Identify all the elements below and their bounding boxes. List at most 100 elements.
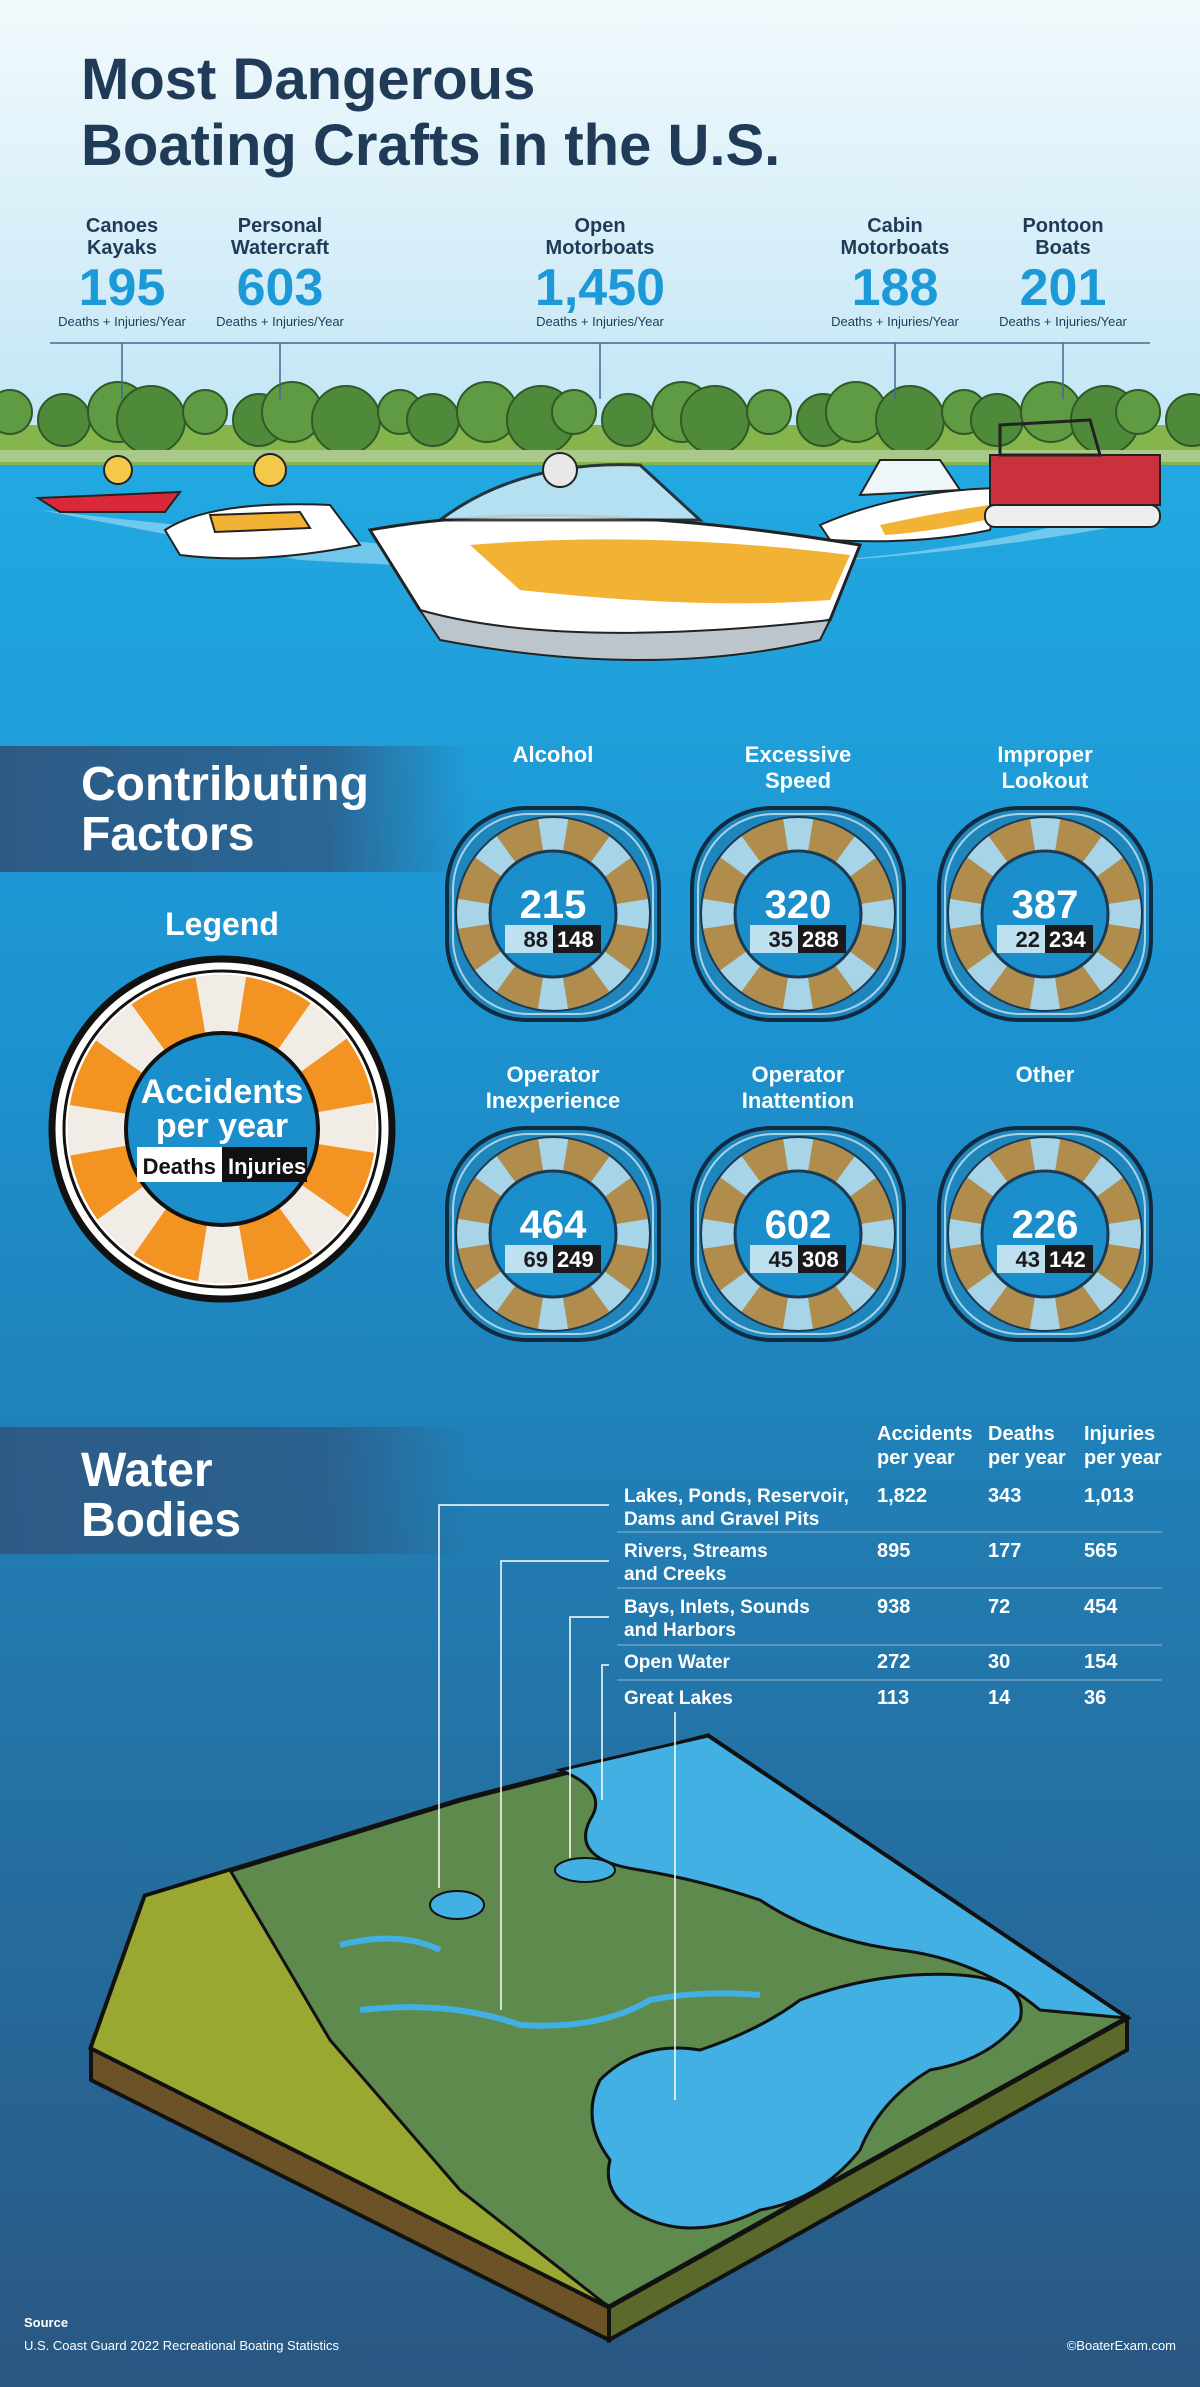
section-title: Bodies: [81, 1494, 241, 1547]
tree: [680, 385, 750, 455]
legend-deaths: Deaths: [143, 1154, 216, 1179]
tree: [601, 393, 655, 447]
factor-injuries: 234: [1049, 927, 1086, 952]
map-lowland-edge: [89, 1868, 610, 2309]
credit: ©BoaterExam.com: [1067, 2338, 1176, 2353]
factor-injuries: 148: [557, 927, 594, 952]
injuries-band: [1045, 1245, 1093, 1273]
tree: [746, 389, 792, 435]
row-name: Bays, Inlets, Sounds: [624, 1597, 810, 1618]
row-value: 36: [1084, 1687, 1106, 1709]
legend-title: Legend: [165, 906, 279, 942]
buoy-ring-outline: [700, 1136, 896, 1332]
factor-name: Operator: [752, 1062, 845, 1087]
buoy-ring-bands: [456, 1137, 650, 1331]
row-value: 154: [1084, 1651, 1118, 1673]
factor-accidents: 226: [1012, 1203, 1079, 1247]
row-value: 454: [1084, 1596, 1118, 1618]
legend-injuries: Injuries: [228, 1154, 306, 1179]
buoy-ring-bands: [948, 817, 1142, 1011]
legend-ring-bands: [68, 975, 376, 1283]
row-value: 30: [988, 1651, 1010, 1673]
craft-name: Motorboats: [841, 237, 950, 259]
row-name: and Creeks: [624, 1564, 726, 1585]
row-value: 272: [877, 1651, 910, 1673]
column-header: per year: [877, 1447, 955, 1469]
section-title: Contributing: [81, 758, 369, 811]
tree: [875, 385, 945, 455]
lake: [429, 1890, 485, 1920]
legend-deaths-band: [137, 1147, 222, 1182]
craft-name: Cabin: [867, 215, 923, 237]
buoy-ring-bands: [701, 817, 895, 1011]
legend-rope-inner: [62, 969, 382, 1289]
buoy-rope-light: [944, 1133, 1146, 1335]
buoy-ring-outline: [947, 816, 1143, 1012]
banner: [0, 1427, 470, 1554]
craft-name: Pontoon: [1022, 215, 1103, 237]
factor-deaths: 88: [524, 927, 548, 952]
legend-injuries-band: [222, 1147, 307, 1182]
rider: [253, 453, 287, 487]
source-label: Source: [24, 2315, 68, 2330]
row-name: Open Water: [624, 1652, 731, 1673]
craft-name: Canoes: [86, 215, 158, 237]
factor-accidents: 215: [520, 883, 587, 927]
injuries-band: [553, 925, 601, 953]
section-title: Water: [81, 1444, 213, 1497]
bay: [554, 1857, 616, 1883]
factor-name: Speed: [765, 768, 831, 793]
row-value: 343: [988, 1485, 1021, 1507]
tree: [182, 389, 228, 435]
buoy-rope-light: [697, 813, 899, 1015]
deaths-band: [750, 925, 798, 953]
row-name: Dams and Gravel Pits: [624, 1509, 819, 1530]
craft-caption: Deaths + Injuries/Year: [216, 314, 344, 329]
column-header: per year: [988, 1447, 1066, 1469]
craft-name: Personal: [238, 215, 322, 237]
factor-name: Improper: [997, 742, 1093, 767]
craft-name: Open: [574, 215, 625, 237]
deaths-band: [505, 1245, 553, 1273]
leader-line: [601, 1664, 609, 1800]
row-name: Rivers, Streams: [624, 1541, 768, 1562]
row-name: Great Lakes: [624, 1688, 733, 1709]
craft-name: Kayaks: [87, 237, 157, 259]
banner: [0, 746, 470, 872]
title: Boating Crafts in the U.S.: [81, 113, 780, 178]
buoy-rope-light: [452, 1133, 654, 1335]
pontoon-canopy: [998, 418, 1102, 457]
legend-center-text: per year: [156, 1107, 288, 1145]
kayaker: [103, 455, 133, 485]
buoy-rope-light: [697, 1133, 899, 1335]
factor-injuries: 142: [1049, 1247, 1086, 1272]
craft-name: Boats: [1035, 237, 1091, 259]
craft-caption: Deaths + Injuries/Year: [999, 314, 1127, 329]
row-value: 1,013: [1084, 1485, 1134, 1507]
buoy-ring-bands: [948, 1137, 1142, 1331]
row-value: 113: [877, 1687, 909, 1709]
tree: [311, 385, 381, 455]
source-text: U.S. Coast Guard 2022 Recreational Boati…: [24, 2338, 340, 2353]
column-header: per year: [1084, 1447, 1162, 1469]
row-name: Lakes, Ponds, Reservoir,: [624, 1486, 849, 1507]
factor-injuries: 308: [802, 1247, 839, 1272]
craft-value: 1,450: [535, 259, 665, 317]
deaths-band: [750, 1245, 798, 1273]
factor-deaths: 69: [524, 1247, 548, 1272]
column-header: Accidents: [877, 1423, 973, 1445]
leader-line: [438, 1504, 609, 1888]
column-header: Injuries: [1084, 1423, 1155, 1445]
craft-value: 603: [237, 259, 324, 317]
buoy-ring-outline: [455, 1136, 651, 1332]
tree: [551, 389, 597, 435]
deaths-band: [997, 1245, 1045, 1273]
factor-injuries: 249: [557, 1247, 594, 1272]
map-lowland: [91, 1870, 609, 2307]
craft-caption: Deaths + Injuries/Year: [536, 314, 664, 329]
buoy-ring-bands: [456, 817, 650, 1011]
title: Most Dangerous: [81, 47, 535, 112]
buoy-ring-outline: [700, 816, 896, 1012]
